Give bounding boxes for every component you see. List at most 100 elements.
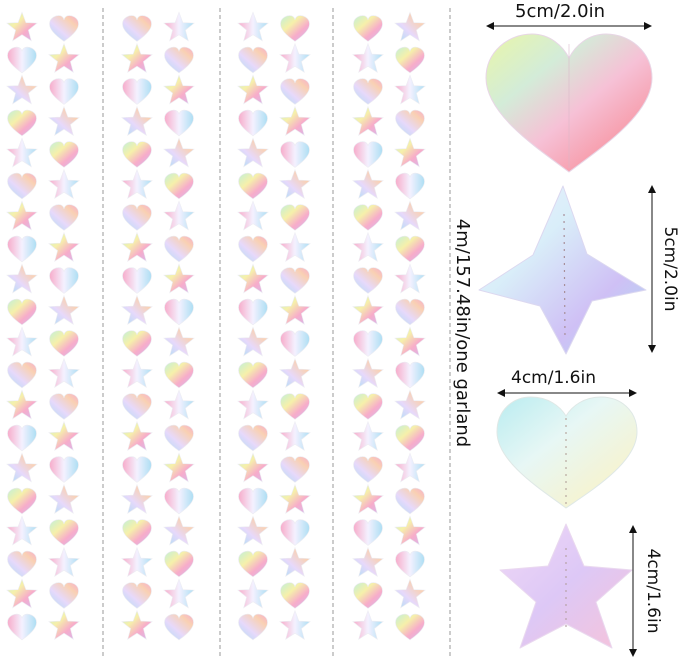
star-icon bbox=[394, 452, 426, 483]
star-icon bbox=[121, 483, 153, 514]
star-icon bbox=[163, 74, 195, 105]
heart-icon bbox=[7, 613, 37, 641]
heart-icon bbox=[7, 550, 37, 578]
heart-icon bbox=[238, 487, 268, 515]
heart-icon bbox=[280, 141, 310, 168]
heart-icon bbox=[122, 582, 152, 609]
star-icon bbox=[394, 137, 426, 168]
star-icon bbox=[279, 105, 311, 136]
heart-icon bbox=[395, 172, 425, 200]
heart-icon bbox=[49, 330, 79, 357]
star-icon bbox=[237, 11, 269, 42]
heart-icon bbox=[280, 330, 310, 357]
star-icon bbox=[279, 294, 311, 325]
star-icon bbox=[237, 263, 269, 294]
heart-icon bbox=[49, 78, 79, 105]
heart-icon bbox=[395, 298, 425, 326]
small-star-sample bbox=[499, 523, 637, 657]
heart-icon bbox=[238, 424, 268, 452]
heart-icon bbox=[353, 267, 383, 294]
star-icon bbox=[121, 168, 153, 199]
star-icon bbox=[279, 609, 311, 640]
large-heart-sample bbox=[485, 22, 653, 173]
heart-icon bbox=[122, 141, 152, 168]
heart-icon bbox=[395, 361, 425, 389]
heart-icon bbox=[122, 519, 152, 546]
star-icon bbox=[279, 420, 311, 451]
heart-icon bbox=[164, 235, 194, 263]
heart-icon bbox=[122, 204, 152, 231]
star-icon bbox=[6, 515, 38, 546]
heart-icon bbox=[49, 267, 79, 294]
heart-icon bbox=[164, 172, 194, 200]
heart-icon bbox=[49, 456, 79, 483]
star-icon bbox=[352, 420, 384, 451]
star-icon bbox=[237, 578, 269, 609]
star-icon bbox=[121, 357, 153, 388]
large-star-size-label: 5cm/2.0in bbox=[660, 226, 679, 312]
star-icon bbox=[121, 294, 153, 325]
star-icon bbox=[163, 326, 195, 357]
heart-icon bbox=[395, 613, 425, 641]
star-icon bbox=[352, 294, 384, 325]
star-icon bbox=[6, 263, 38, 294]
star-icon bbox=[394, 74, 426, 105]
star-icon bbox=[121, 231, 153, 262]
star-icon bbox=[279, 483, 311, 514]
heart-icon bbox=[395, 424, 425, 452]
star-icon bbox=[48, 294, 80, 325]
star-icon bbox=[6, 137, 38, 168]
star-icon bbox=[237, 326, 269, 357]
heart-icon bbox=[49, 141, 79, 168]
star-icon bbox=[48, 546, 80, 577]
star-icon bbox=[48, 483, 80, 514]
heart-icon bbox=[238, 235, 268, 263]
star-icon bbox=[352, 546, 384, 577]
heart-icon bbox=[238, 613, 268, 641]
star-icon bbox=[237, 200, 269, 231]
star-icon bbox=[121, 420, 153, 451]
heart-icon bbox=[7, 235, 37, 263]
heart-icon bbox=[49, 519, 79, 546]
heart-icon bbox=[280, 519, 310, 546]
star-icon bbox=[352, 357, 384, 388]
heart-icon bbox=[353, 456, 383, 483]
star-icon bbox=[163, 11, 195, 42]
heart-icon bbox=[280, 456, 310, 483]
heart-icon bbox=[280, 267, 310, 294]
star-icon bbox=[48, 420, 80, 451]
star-icon bbox=[237, 137, 269, 168]
star-icon bbox=[48, 231, 80, 262]
small-heart-size-label: 4cm/1.6in bbox=[511, 368, 596, 388]
heart-icon bbox=[164, 550, 194, 578]
star-icon bbox=[394, 515, 426, 546]
star-icon bbox=[394, 263, 426, 294]
heart-icon bbox=[238, 109, 268, 137]
star-icon bbox=[6, 74, 38, 105]
star-icon bbox=[121, 546, 153, 577]
star-icon bbox=[6, 452, 38, 483]
heart-icon bbox=[353, 78, 383, 105]
heart-icon bbox=[164, 361, 194, 389]
star-icon bbox=[279, 357, 311, 388]
heart-icon bbox=[164, 424, 194, 452]
star-icon bbox=[48, 609, 80, 640]
heart-icon bbox=[395, 550, 425, 578]
star-icon bbox=[237, 74, 269, 105]
star-icon bbox=[352, 231, 384, 262]
heart-icon bbox=[122, 456, 152, 483]
star-icon bbox=[237, 515, 269, 546]
heart-icon bbox=[164, 46, 194, 74]
heart-icon bbox=[122, 78, 152, 105]
star-icon bbox=[6, 11, 38, 42]
star-icon bbox=[279, 231, 311, 262]
star-icon bbox=[499, 523, 633, 649]
star-icon bbox=[121, 609, 153, 640]
heart-icon bbox=[353, 141, 383, 168]
heart-icon bbox=[395, 235, 425, 263]
heart-icon bbox=[49, 582, 79, 609]
heart-icon bbox=[353, 393, 383, 420]
heart-icon bbox=[280, 15, 310, 42]
heart-icon bbox=[164, 613, 194, 641]
